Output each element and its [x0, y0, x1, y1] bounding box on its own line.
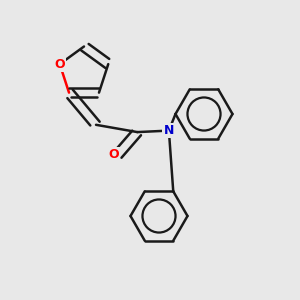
Text: O: O [54, 58, 65, 70]
Text: O: O [108, 148, 119, 161]
Text: N: N [164, 124, 174, 137]
